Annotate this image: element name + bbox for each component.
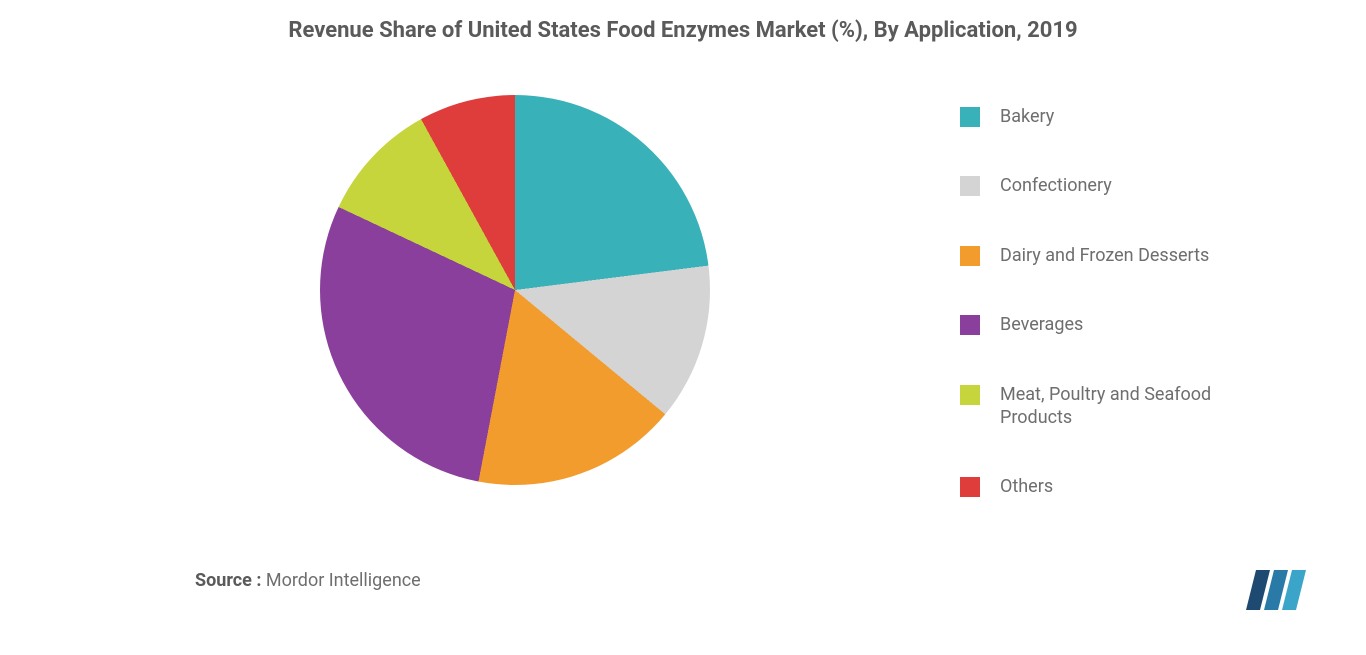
source-attribution: Source : Mordor Intelligence [195,570,421,591]
legend-item: Confectionery [960,174,1280,197]
source-label: Source : [195,570,261,591]
legend-swatch [960,246,980,266]
chart-title: Revenue Share of United States Food Enzy… [0,18,1366,43]
legend-swatch [960,385,980,405]
legend-label: Bakery [1000,105,1054,128]
chart-container: Revenue Share of United States Food Enzy… [0,0,1366,655]
legend-label: Meat, Poultry and Seafood Products [1000,383,1260,430]
legend-label: Confectionery [1000,174,1112,197]
legend-item: Meat, Poultry and Seafood Products [960,383,1280,430]
source-value: Mordor Intelligence [266,570,421,591]
legend-item: Bakery [960,105,1280,128]
legend-swatch [960,315,980,335]
legend-item: Beverages [960,313,1280,336]
legend-item: Others [960,475,1280,498]
legend-label: Beverages [1000,313,1083,336]
legend-item: Dairy and Frozen Desserts [960,244,1280,267]
legend-swatch [960,107,980,127]
legend-swatch [960,176,980,196]
legend-label: Dairy and Frozen Desserts [1000,244,1209,267]
legend-swatch [960,477,980,497]
legend: Bakery Confectionery Dairy and Frozen Dess… [960,105,1280,545]
legend-label: Others [1000,475,1053,498]
mordor-logo-icon [1246,570,1306,610]
pie-chart [320,95,710,485]
